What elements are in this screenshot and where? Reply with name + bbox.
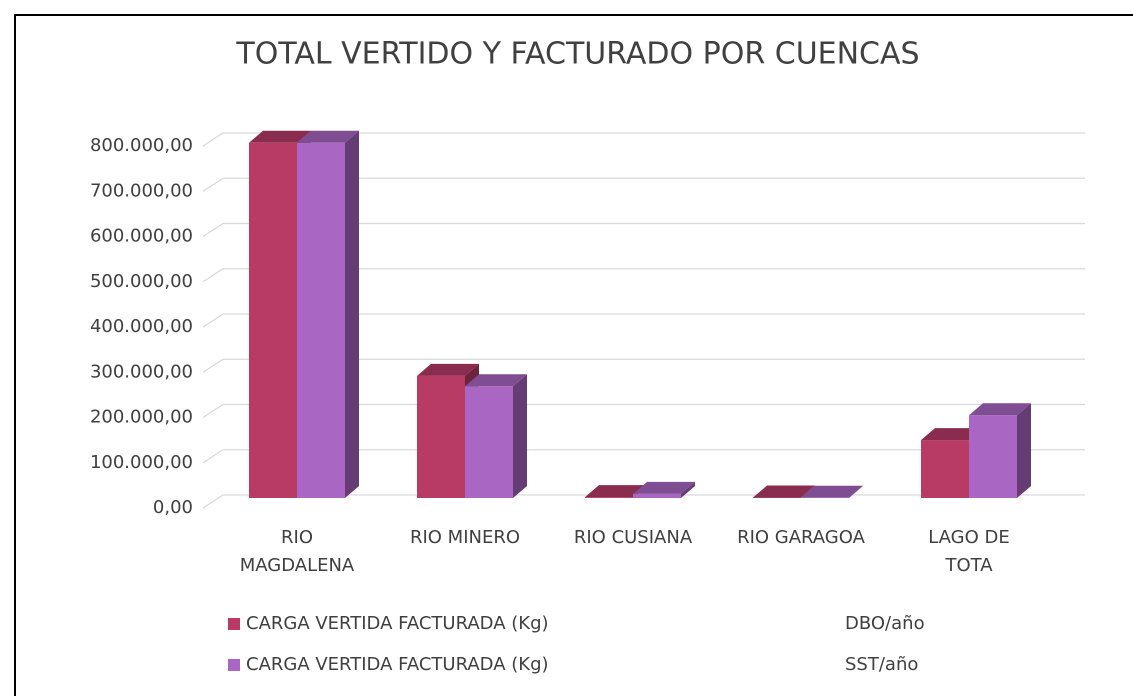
bar-face (513, 374, 527, 498)
legend-swatch (228, 618, 240, 630)
y-tick-label: 200.000,00 (90, 407, 193, 428)
y-tick-label: 300.000,00 (90, 361, 193, 382)
y-tick-label: 700.000,00 (90, 180, 193, 201)
bar-face (249, 143, 297, 498)
bar (297, 131, 359, 498)
legend-unit: DBO/año (845, 613, 925, 634)
x-tick-label: RIO (281, 527, 313, 548)
x-tick-label: MAGDALENA (240, 555, 355, 576)
legend-label: CARGA VERTIDA FACTURADA (Kg) (246, 613, 549, 634)
bar-face (465, 386, 513, 498)
legend-unit: SST/año (845, 654, 918, 675)
bar-face (921, 440, 969, 498)
chart-title: TOTAL VERTIDO Y FACTURADO POR CUENCAS (235, 37, 919, 72)
bar-face (417, 376, 465, 498)
y-tick-label: 400.000,00 (90, 316, 193, 337)
x-tick-label: RIO GARAGOA (737, 527, 866, 548)
y-tick-label: 600.000,00 (90, 226, 193, 247)
bar-face (1017, 403, 1031, 498)
bar-face (345, 131, 359, 498)
x-tick-label: RIO MINERO (410, 527, 520, 548)
x-tick-label: RIO CUSIANA (574, 527, 693, 548)
bar-face (633, 494, 681, 498)
bar (465, 374, 527, 498)
x-tick-label: TOTA (944, 555, 993, 576)
bar (969, 403, 1031, 498)
bar-face (585, 497, 633, 498)
bar-face (969, 415, 1017, 498)
bar-face (297, 143, 345, 498)
legend-label: CARGA VERTIDA FACTURADA (Kg) (246, 654, 549, 675)
x-tick-label: LAGO DE (928, 527, 1010, 548)
chart-frame (15, 15, 1133, 696)
y-tick-label: 0,00 (153, 497, 193, 518)
legend-swatch (228, 659, 240, 671)
y-tick-label: 800.000,00 (90, 135, 193, 156)
y-tick-label: 500.000,00 (90, 271, 193, 292)
y-tick-label: 100.000,00 (90, 452, 193, 473)
